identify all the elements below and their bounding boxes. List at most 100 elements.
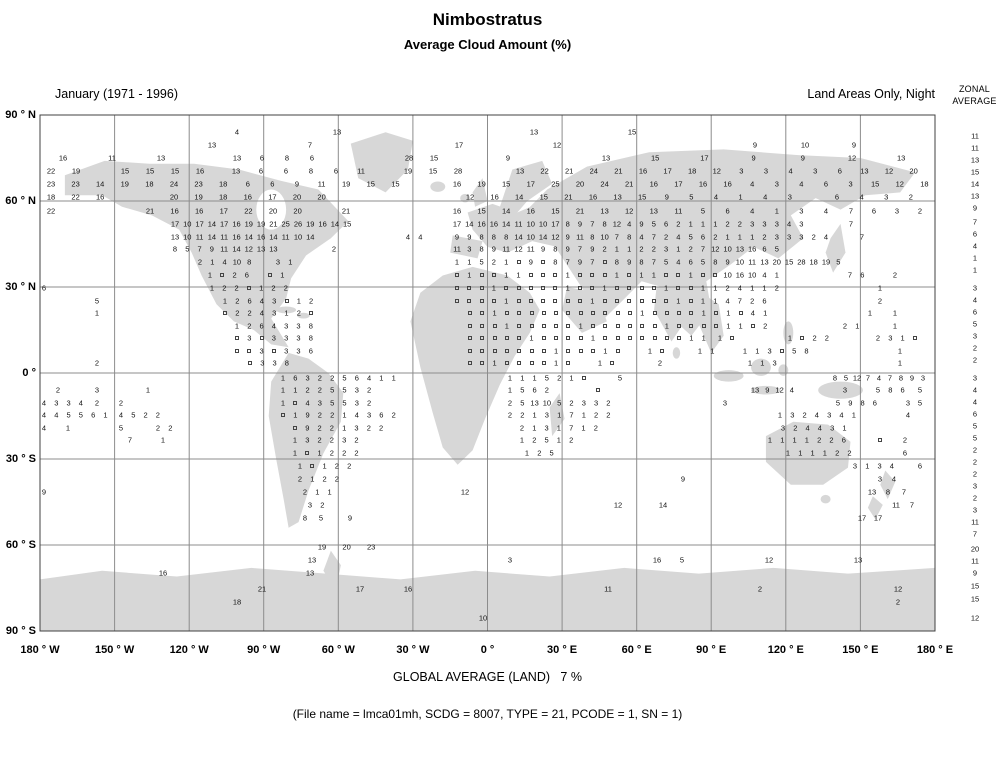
grid-value: 9	[577, 219, 583, 229]
grid-value: 4	[41, 410, 47, 420]
grid-value: 8	[885, 487, 891, 497]
zonal-average-value: 7	[972, 217, 978, 227]
grid-value: 11	[453, 244, 461, 254]
grid-value	[651, 286, 656, 290]
grid-value: 8	[247, 257, 252, 267]
grid-value: 4	[799, 179, 804, 189]
grid-value: 2	[168, 423, 173, 433]
grid-value: 5	[617, 373, 623, 383]
zonal-average-value: 2	[972, 355, 978, 365]
grid-value: 6	[860, 270, 865, 280]
grid-value: 1	[145, 385, 151, 395]
grid-value	[480, 311, 485, 315]
grid-value: 20	[317, 192, 326, 202]
grid-value	[627, 299, 632, 303]
grid-value: 1	[507, 385, 513, 395]
grid-value: 5	[664, 257, 669, 267]
grid-value: 1	[750, 283, 755, 293]
grid-value: 1	[742, 346, 748, 356]
grid-value: 9	[639, 219, 644, 229]
grid-value: 1	[777, 410, 783, 420]
grid-value: 22	[244, 206, 253, 216]
antarctic-peninsula	[323, 550, 341, 591]
grid-value: 15	[343, 219, 352, 229]
grid-value: 3	[296, 321, 301, 331]
grid-value: 2	[155, 423, 161, 433]
grid-value: 4	[762, 270, 767, 280]
grid-value: 1	[507, 373, 513, 383]
grid-value: 5	[330, 398, 335, 408]
grid-value: 1	[280, 270, 285, 280]
grid-value: 21	[257, 584, 267, 594]
grid-value	[701, 273, 705, 277]
grid-value	[652, 311, 657, 315]
lon-tick-label: 180 ° E	[916, 644, 954, 656]
grid-value	[528, 299, 533, 303]
grid-value: 23	[71, 179, 80, 189]
grid-value: 17	[170, 219, 180, 229]
grid-value: 1	[614, 244, 619, 254]
grid-value: 9	[627, 257, 632, 267]
grid-value: 10	[183, 219, 192, 229]
lon-tick-label: 150 ° W	[94, 644, 135, 656]
grid-value	[688, 286, 693, 290]
grid-value: 11	[674, 206, 683, 216]
grid-value: 1	[467, 270, 472, 280]
grid-value: 6	[245, 179, 250, 189]
grid-value: 2	[802, 410, 807, 420]
grid-value: 2	[835, 448, 840, 458]
grid-value: 12	[460, 487, 470, 497]
grid-value: 3	[894, 206, 900, 216]
zonal-average-value: 5	[972, 433, 978, 443]
grid-value: 8	[553, 244, 558, 254]
grid-value	[652, 336, 657, 340]
grid-value: 1	[785, 448, 791, 458]
zonal-average-value: 3	[972, 505, 978, 515]
grid-value: 5	[774, 244, 779, 254]
grid-value: 5	[557, 398, 562, 408]
grid-value	[800, 336, 805, 340]
grid-value	[603, 324, 608, 328]
grid-value: 2	[892, 270, 898, 280]
grid-value: 1	[296, 296, 301, 306]
lon-tick-label: 150 ° E	[842, 644, 879, 656]
grid-value: 1	[822, 448, 827, 458]
grid-value: 3	[544, 410, 549, 420]
grid-value: 1	[676, 296, 681, 306]
borneo	[751, 358, 771, 376]
grid-value: 2	[507, 410, 513, 420]
grid-value: 9	[752, 140, 758, 150]
grid-value: 3	[750, 219, 755, 229]
grid-value: 5	[835, 398, 841, 408]
grid-value	[627, 324, 632, 328]
grid-value: 4	[259, 308, 264, 318]
grid-value: 10	[723, 270, 732, 280]
grid-value: 2	[235, 296, 240, 306]
grid-value: 2	[657, 358, 663, 368]
grid-value: 24	[600, 179, 609, 189]
coverage-label: Land Areas Only, Night	[807, 87, 935, 101]
page-subtitle: Average Cloud Amount (%)	[403, 37, 572, 52]
grid-value: 1	[342, 410, 347, 420]
grid-value: 19	[821, 257, 831, 267]
grid-value: 12	[552, 140, 562, 150]
grid-value: 11	[514, 219, 523, 229]
grid-value: 1	[710, 346, 715, 356]
grid-value: 3	[342, 435, 347, 445]
grid-value: 1	[492, 308, 497, 318]
grid-value: 17	[454, 140, 464, 150]
grid-value: 16	[232, 219, 241, 229]
grid-value: 1	[700, 283, 706, 293]
grid-value: 1	[700, 219, 706, 229]
grid-value: 13	[760, 257, 769, 267]
grid-value: 4	[41, 398, 47, 408]
grid-value: 18	[920, 179, 929, 189]
grid-value: 14	[232, 244, 241, 254]
lat-tick-label: 30 ° N	[5, 281, 36, 293]
grid-value	[541, 336, 546, 340]
grid-value: 16	[170, 206, 179, 216]
grid-value: 12	[893, 584, 903, 594]
grid-value: 15	[428, 166, 438, 176]
ireland	[460, 193, 471, 203]
grid-value: 16	[256, 232, 266, 242]
